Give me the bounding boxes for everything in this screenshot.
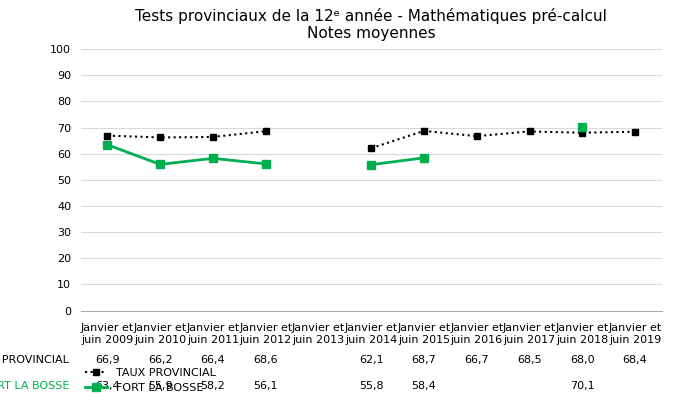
Title: Tests provinciaux de la 12ᵉ année - Mathématiques pré-calcul
Notes moyennes: Tests provinciaux de la 12ᵉ année - Math… xyxy=(135,8,608,41)
Legend: TAUX PROVINCIAL, FORT LA BOSSE: TAUX PROVINCIAL, FORT LA BOSSE xyxy=(81,363,221,398)
